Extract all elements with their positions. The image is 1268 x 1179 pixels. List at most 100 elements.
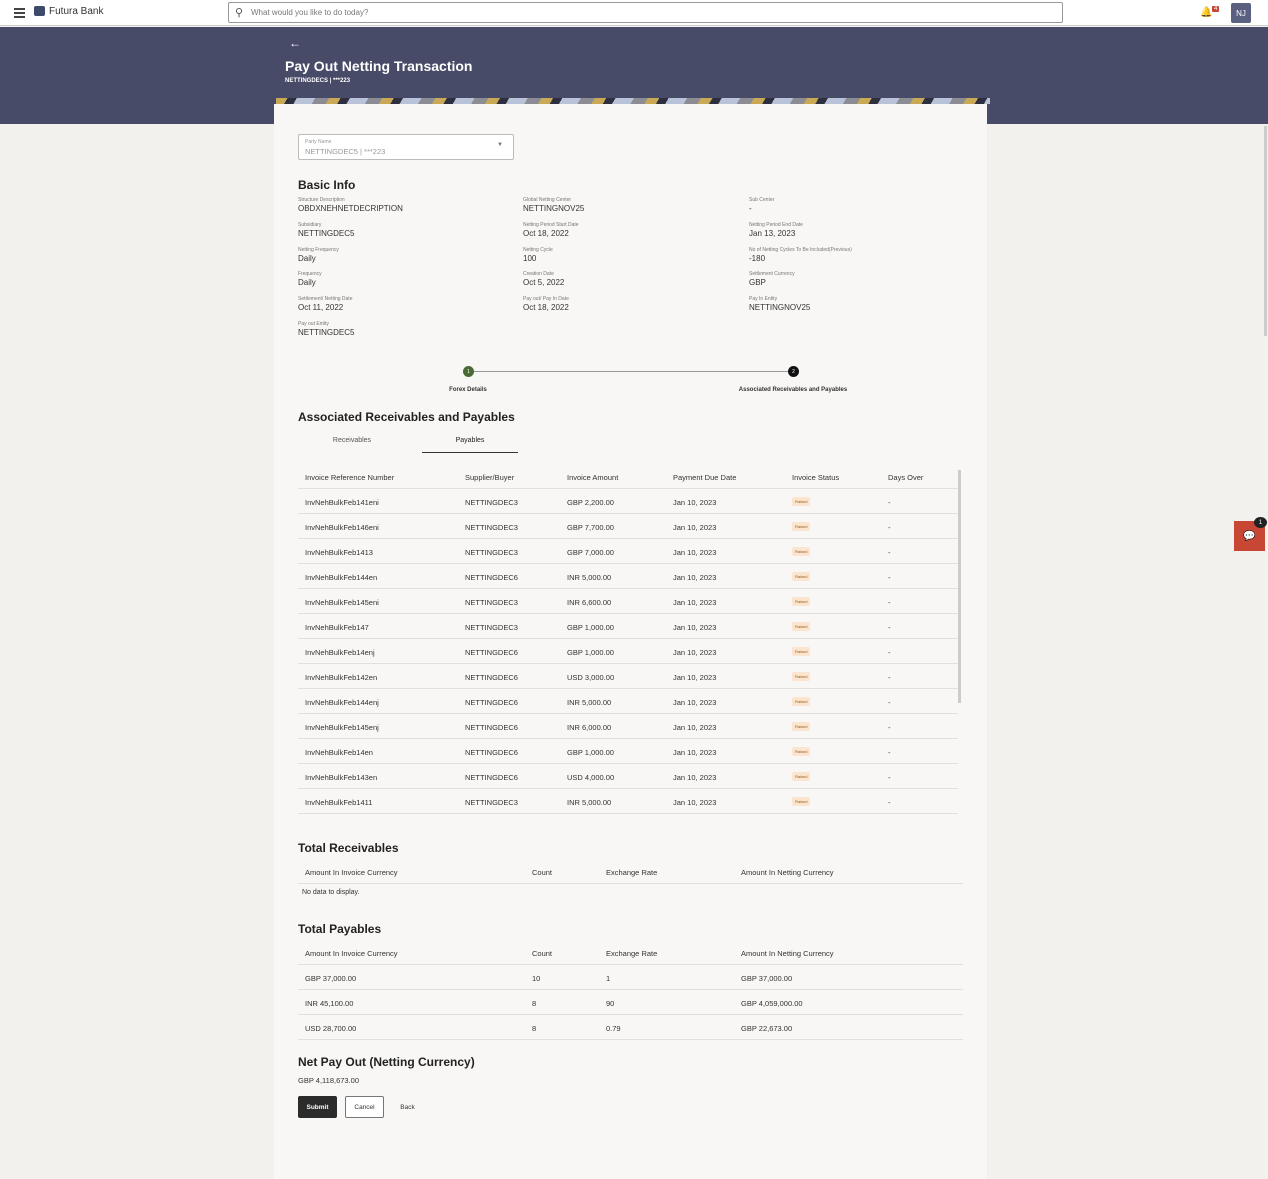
field-value: OBDXNEHNETDECRIPTION [298,204,403,213]
field-value: -180 [749,253,766,263]
table-cell: GBP 1,000.00 [567,648,614,657]
cancel-button[interactable]: Cancel [345,1096,384,1118]
info-field: Pay In Entity NETTINGNOV25 [749,296,969,312]
table-row: INR 45,100.00 8 90 GBP 4,059,000.00 [298,990,963,1015]
table-cell: - [888,498,891,507]
info-field: Creation Date Oct 5, 2022 [523,271,743,287]
field-value: Jan 13, 2023 [749,228,796,238]
table-cell: InvNehBulkFeb144enj [305,698,379,707]
net-payout-value: GBP 4,118,673.00 [298,1076,360,1085]
table-cell: NETTINGDEC3 [465,498,518,507]
table-cell: NETTINGDEC6 [465,673,518,682]
table-cell: - [888,673,891,682]
field-label: Netting Frequency [298,246,339,253]
submit-button[interactable]: Submit [298,1096,337,1118]
info-field: Netting Period Start Date Oct 18, 2022 [523,222,743,238]
search-placeholder: What would you like to do today? [251,8,369,17]
status-badge: Raised [792,547,811,556]
table-cell: NETTINGDEC6 [465,723,518,732]
table-cell: InvNehBulkFeb1413 [305,548,373,557]
column-header: Count [532,949,553,958]
field-value: - [749,204,752,213]
table-row: InvNehBulkFeb147 NETTINGDEC3 GBP 1,000.00 J… [298,614,958,639]
field-label: Pay In Entity [749,296,778,303]
info-field: Netting Cycle 100 [523,247,743,263]
party-name-label: Party Name [305,139,332,145]
step-2-dot[interactable]: 2 [788,366,799,377]
field-label: Pay out Entity [298,321,329,327]
page-subtitle: NETTINGDECS | ***223 [285,78,351,84]
party-name-value: NETTINGDEC5 | ***223 [305,147,386,156]
field-label: Global Netting Center [523,197,572,203]
table-cell: InvNehBulkFeb141eni [305,498,379,507]
field-label: Sub Center [749,197,775,203]
table-cell: - [888,523,891,532]
table-cell: NETTINGDEC6 [465,648,518,657]
bell-icon[interactable]: 🔔 [1200,7,1213,18]
table-row: InvNehBulkFeb143en NETTINGDEC6 USD 4,000.0… [298,764,958,789]
avatar[interactable]: NJ [1231,3,1251,23]
tab-payables[interactable]: Payables [422,437,518,453]
step-1-dot[interactable]: 1 [463,366,474,377]
field-value: Oct 11, 2022 [298,303,344,313]
status-badge: Raised [792,697,811,706]
table-cell: - [888,598,891,607]
table-cell: Jan 10, 2023 [673,723,717,732]
table-cell: - [888,573,891,582]
table-row: InvNehBulkFeb142en NETTINGDEC6 USD 3,000.0… [298,664,958,689]
column-header: Invoice Reference Number [305,473,395,482]
search-input[interactable]: ⚲ What would you like to do today? [228,2,1063,23]
field-value: Oct 18, 2022 [523,303,569,313]
table-row: InvNehBulkFeb141eni NETTINGDEC3 GBP 2,200.… [298,489,958,514]
table-cell: Jan 10, 2023 [673,648,717,657]
table-cell: InvNehBulkFeb14enj [305,648,375,657]
party-name-dropdown[interactable]: Party Name NETTINGDEC5 | ***223 ▼ [298,134,514,160]
field-label: Frequency [298,271,322,278]
hamburger-menu-icon[interactable] [14,8,25,20]
search-icon: ⚲ [235,7,244,19]
info-field: Sub Center - [749,197,969,213]
chat-badge: 1 [1254,517,1267,528]
status-badge: Raised [792,772,811,781]
table-cell: - [888,648,891,657]
brand-name: Futura Bank [49,6,104,17]
back-arrow-icon[interactable]: ← [289,36,301,50]
info-field: Structure Description OBDXNEHNETDECRIPTIO… [298,197,518,213]
table-header: Invoice Reference Number Supplier/Buyer In… [298,464,958,489]
table-cell: Jan 10, 2023 [673,623,717,632]
field-value: Oct 18, 2022 [523,228,569,238]
column-header: Exchange Rate [606,868,658,877]
table-cell: Jan 10, 2023 [673,748,717,757]
info-field: Netting Period End Date Jan 13, 2023 [749,222,969,238]
table-scrollbar[interactable] [958,470,961,703]
table-cell: Jan 10, 2023 [673,523,717,532]
page-scrollbar[interactable] [1264,126,1267,336]
table-cell: InvNehBulkFeb143en [305,773,378,782]
info-field: Subsidiary NETTINGDEC5 [298,222,518,238]
table-cell: INR 5,000.00 [567,798,612,807]
table-cell: GBP 2,200.00 [567,498,614,507]
table-cell: InvNehBulkFeb147 [305,623,369,632]
table-cell: USD 28,700.00 [305,1024,357,1033]
field-label: Netting Cycle [523,246,553,253]
info-field: Settlement/ Netting Date Oct 11, 2022 [298,296,518,312]
assoc-title: Associated Receivables and Payables [298,410,515,424]
column-header: Days Over [888,473,924,482]
field-label: Netting Period End Date [749,221,803,228]
back-button[interactable]: Back [400,1103,415,1111]
tab-receivables[interactable]: Receivables [332,437,372,444]
table-cell: 8 [532,999,537,1008]
column-header: Amount In Netting Currency [741,949,834,958]
no-data-text: No data to display. [302,889,360,896]
total-payables-title: Total Payables [298,922,382,936]
step-2-label: Associated Receivables and Payables [738,387,848,393]
table-cell: GBP 7,700.00 [567,523,614,532]
column-header: Supplier/Buyer [465,473,515,482]
table-cell: INR 45,100.00 [305,999,354,1008]
table-row: InvNehBulkFeb14enj NETTINGDEC6 GBP 1,000.0… [298,639,958,664]
table-cell: GBP 22,673.00 [741,1024,793,1033]
total-receivables-title: Total Receivables [298,841,399,855]
step-1-label: Forex Details [449,387,487,393]
table-cell: Jan 10, 2023 [673,773,717,782]
table-row: USD 28,700.00 8 0.79 GBP 22,673.00 [298,1015,963,1040]
